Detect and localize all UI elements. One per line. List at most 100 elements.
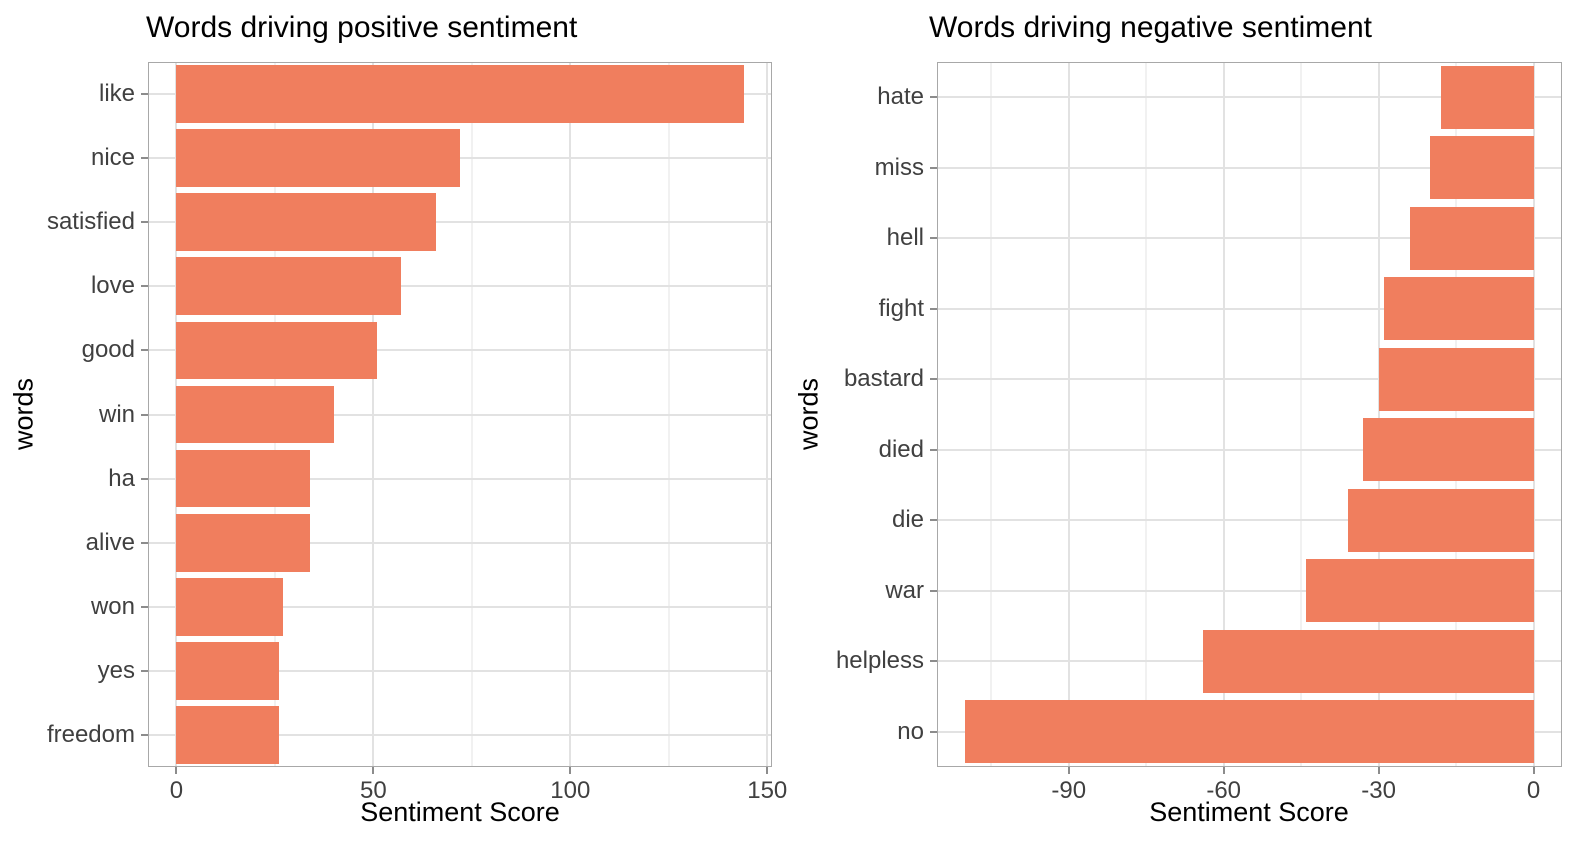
gridline-horizontal [937, 307, 1562, 310]
y-tick-label: miss [874, 153, 924, 181]
y-tick-mark [930, 589, 937, 592]
gridline-minor-vertical [1455, 62, 1458, 767]
bar-love [176, 257, 401, 316]
plot-panel-positive: 0 50 100 150 like nice satisfied love good win ha a… [47, 62, 787, 804]
gridline-horizontal [937, 237, 1562, 240]
x-tick-label: -90 [1051, 777, 1087, 804]
gridline-horizontal [937, 378, 1562, 381]
y-tick-mark [141, 413, 148, 416]
x-axis-title-positive: Sentiment Score [360, 797, 560, 827]
y-tick-label: no [897, 717, 924, 745]
gridline-major-vertical [1377, 62, 1380, 767]
bar-yes [176, 642, 279, 700]
x-tick-label: 150 [747, 777, 788, 804]
x-tick-mark [569, 767, 572, 774]
bar-satisfied [176, 193, 437, 252]
y-tick-mark [141, 541, 148, 544]
y-tick-label: fight [878, 294, 924, 322]
bar-fight [1383, 277, 1534, 341]
y-tick-label: bastard [843, 365, 924, 393]
y-tick-label: nice [90, 144, 135, 172]
y-tick-label: satisfied [46, 208, 135, 236]
chart-title-positive: Words driving positive sentiment [146, 11, 578, 44]
y-tick-label: war [885, 576, 924, 604]
y-tick-label: yes [97, 656, 135, 684]
gridline-horizontal [148, 733, 772, 736]
y-tick-mark [930, 307, 937, 310]
gridline-horizontal [148, 285, 772, 288]
bar-hell [1409, 206, 1534, 270]
gridline-horizontal [148, 605, 772, 608]
bar-nice [176, 129, 460, 187]
bar-war [1306, 559, 1534, 623]
x-axis-title-negative: Sentiment Score [1149, 797, 1349, 827]
bar-die [1347, 488, 1534, 552]
y-tick-label: ha [108, 464, 135, 492]
x-tick-mark [175, 767, 178, 774]
y-tick-label: freedom [46, 720, 135, 748]
bar-won [176, 577, 283, 636]
y-tick-mark [141, 93, 148, 96]
bar-helpless [1203, 629, 1534, 693]
gridline-minor-vertical [1300, 62, 1303, 767]
x-tick-mark [1377, 767, 1380, 774]
gridline-horizontal [148, 157, 772, 160]
x-tick-mark [1222, 767, 1225, 774]
y-tick-mark [141, 605, 148, 608]
y-tick-mark [141, 349, 148, 352]
bar-bastard [1378, 347, 1534, 411]
x-tick-label: 0 [1526, 777, 1541, 804]
gridline-horizontal [148, 221, 772, 224]
y-tick-mark [930, 448, 937, 451]
y-tick-mark [930, 660, 937, 663]
bar-like [176, 65, 744, 123]
y-tick-mark [930, 519, 937, 522]
y-tick-mark [930, 378, 937, 381]
y-tick-label: hate [877, 83, 924, 111]
y-tick-label: like [98, 80, 135, 108]
y-tick-mark [141, 221, 148, 224]
y-tick-label: alive [85, 528, 135, 556]
bar-win [176, 385, 334, 444]
bar-good [176, 321, 378, 380]
gridline-horizontal [937, 96, 1562, 99]
gridline-horizontal [937, 448, 1562, 451]
y-tick-label: helpless [835, 647, 924, 675]
gridline-horizontal [148, 413, 772, 416]
y-tick-label: won [90, 592, 135, 620]
y-tick-mark [930, 730, 937, 733]
plot-panel-negative: -90 -60 -30 0 hate miss hell fight bastard died di… [836, 62, 1562, 804]
bar-miss [1430, 136, 1534, 200]
x-tick-label: 50 [359, 777, 387, 804]
y-tick-mark [930, 166, 937, 169]
gridline-horizontal [148, 541, 772, 544]
x-tick-mark [1067, 767, 1070, 774]
bar-died [1363, 418, 1534, 482]
y-tick-mark [141, 285, 148, 288]
gridline-major-vertical [1532, 62, 1535, 767]
y-tick-mark [930, 237, 937, 240]
y-tick-mark [930, 96, 937, 99]
bar-alive [176, 513, 311, 572]
x-tick-label: -60 [1206, 777, 1242, 804]
bar-freedom [176, 706, 279, 764]
bar-ha [176, 449, 311, 508]
y-tick-label: win [98, 400, 135, 428]
y-tick-mark [141, 733, 148, 736]
x-tick-label: 100 [550, 777, 591, 804]
bar-hate [1440, 65, 1534, 129]
x-tick-mark [372, 767, 375, 774]
gridline-horizontal [148, 349, 772, 352]
y-tick-label: die [891, 506, 924, 534]
gridline-major-vertical [1067, 62, 1070, 767]
y-tick-label: hell [886, 224, 924, 252]
gridline-horizontal [937, 166, 1562, 169]
gridline-horizontal [937, 589, 1562, 592]
y-tick-label: died [878, 435, 924, 463]
gridline-minor-vertical [990, 62, 993, 767]
chart-title-negative: Words driving negative sentiment [929, 11, 1372, 44]
x-tick-label: -30 [1361, 777, 1396, 804]
y-tick-label: good [81, 336, 135, 364]
gridline-major-vertical [1222, 62, 1225, 767]
x-tick-label: 0 [169, 777, 184, 804]
